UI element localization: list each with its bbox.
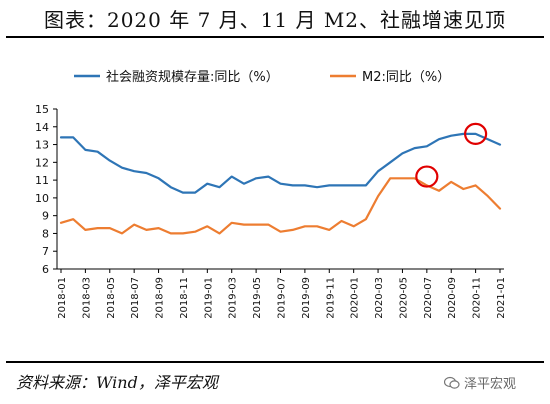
series-line-2 bbox=[59, 177, 502, 235]
source-note: 资料来源：Wind，泽平宏观 bbox=[16, 373, 218, 392]
y-tick-label: 6 bbox=[42, 263, 49, 276]
chart-axes: 6 7 8 9 10 11 12 13 14 15 2018-01 2018-03 2018-05 201… bbox=[35, 103, 507, 319]
x-tick-label: 2020-07 bbox=[423, 277, 434, 319]
x-tick-label: 2020-09 bbox=[447, 277, 458, 319]
y-tick-label: 11 bbox=[35, 174, 49, 187]
chart-legend: 社会融资规模存量:同比（%） M2:同比（%） bbox=[74, 69, 450, 85]
x-tick-label: 2018-07 bbox=[130, 277, 141, 319]
y-tick-label: 10 bbox=[35, 192, 49, 205]
y-tick-label: 8 bbox=[42, 227, 49, 240]
watermark: 泽平宏观 bbox=[444, 373, 516, 392]
y-tick-label: 15 bbox=[35, 103, 49, 116]
x-tick-label: 2020-11 bbox=[472, 277, 483, 319]
x-tick-label: 2018-01 bbox=[57, 277, 68, 319]
x-tick-label: 2019-11 bbox=[325, 277, 336, 319]
legend-label-1: 社会融资规模存量:同比（%） bbox=[106, 69, 279, 85]
y-tick-label: 12 bbox=[35, 156, 49, 169]
x-tick-label: 2019-03 bbox=[228, 277, 239, 319]
chart-series bbox=[59, 132, 502, 235]
y-tick-label: 13 bbox=[35, 139, 49, 152]
bottom-rule bbox=[6, 361, 544, 363]
x-tick-label: 2020-05 bbox=[398, 277, 409, 319]
x-tick-label: 2018-03 bbox=[81, 277, 92, 319]
x-tick-label: 2019-05 bbox=[252, 277, 263, 319]
watermark-text: 泽平宏观 bbox=[464, 377, 517, 392]
x-tick-label: 2018-09 bbox=[155, 277, 166, 319]
chart-annotations bbox=[415, 122, 488, 188]
x-tick-label: 2020-03 bbox=[374, 277, 385, 319]
legend-label-2: M2:同比（%） bbox=[362, 70, 450, 85]
x-tick-label: 2021-01 bbox=[496, 277, 507, 319]
x-tick-label: 2020-01 bbox=[350, 277, 361, 319]
y-tick-label: 9 bbox=[42, 210, 49, 223]
top-rule bbox=[6, 36, 544, 38]
series-line-1 bbox=[59, 132, 502, 194]
x-tick-label: 2018-05 bbox=[106, 277, 117, 319]
x-tick-label: 2019-07 bbox=[277, 277, 288, 319]
y-tick-label: 14 bbox=[35, 121, 49, 134]
highlight-circle-1 bbox=[415, 165, 439, 188]
y-tick-label: 7 bbox=[42, 245, 49, 258]
highlight-circle-2 bbox=[464, 122, 488, 145]
wechat-icon bbox=[444, 376, 460, 389]
x-tick-label: 2019-09 bbox=[301, 277, 312, 319]
x-tick-label: 2018-11 bbox=[179, 277, 190, 319]
chart-title: 图表：2020 年 7 月、11 月 M2、社融增速见顶 bbox=[43, 8, 507, 32]
x-tick-label: 2019-01 bbox=[203, 277, 214, 319]
